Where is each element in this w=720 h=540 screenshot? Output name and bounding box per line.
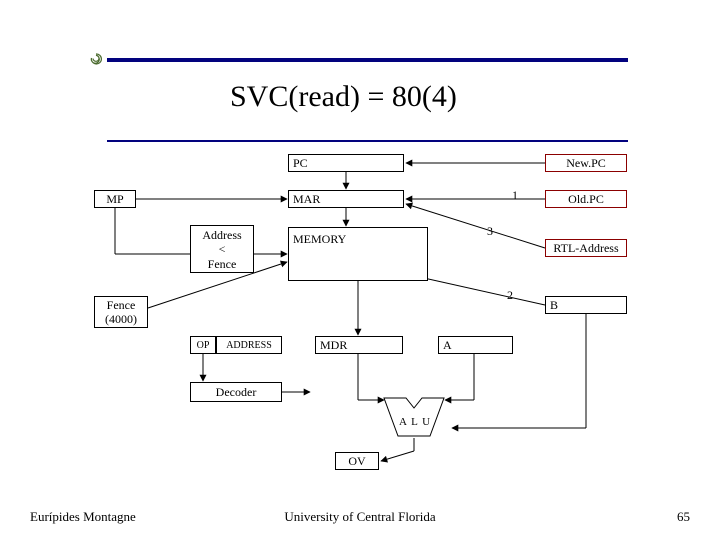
- page-number: 65: [677, 509, 690, 525]
- node-decoder-label: Decoder: [216, 385, 257, 400]
- node-mp-label: MP: [106, 192, 123, 207]
- node-ov-label: OV: [348, 454, 365, 469]
- node-fence4k-label: Fence (4000): [105, 298, 137, 327]
- footer-affil: University of Central Florida: [0, 509, 720, 525]
- node-mdr: MDR: [315, 336, 403, 354]
- node-rtladdr-label: RTL-Address: [553, 241, 618, 256]
- node-address: ADDRESS: [216, 336, 282, 354]
- edge-label-2: 2: [507, 288, 513, 303]
- node-newpc: New.PC: [545, 154, 627, 172]
- node-ov: OV: [335, 452, 379, 470]
- node-mdr-label: MDR: [320, 338, 347, 353]
- bar-top: [107, 58, 628, 62]
- node-b: B: [545, 296, 627, 314]
- edge-label-3: 3: [487, 224, 493, 239]
- node-b-label: B: [550, 298, 558, 313]
- node-memory-label: MEMORY: [293, 232, 346, 247]
- alu-label: A L U: [399, 416, 431, 428]
- bar-under-title: [107, 140, 628, 142]
- node-newpc-label: New.PC: [566, 156, 606, 171]
- node-mp: MP: [94, 190, 136, 208]
- node-pc: PC: [288, 154, 404, 172]
- node-op-label: OP: [197, 340, 210, 351]
- node-mar-label: MAR: [293, 192, 320, 207]
- node-decoder: Decoder: [190, 382, 282, 402]
- node-mar: MAR: [288, 190, 404, 208]
- page-title: SVC(read) = 80(4): [230, 80, 457, 114]
- node-rtl-address: RTL-Address: [545, 239, 627, 257]
- node-address-lt-fence: Address < Fence: [190, 225, 254, 273]
- node-a: A: [438, 336, 513, 354]
- node-oldpc: Old.PC: [545, 190, 627, 208]
- edge-label-1: 1: [512, 188, 518, 203]
- node-op: OP: [190, 336, 216, 354]
- node-a-label: A: [443, 338, 452, 353]
- node-oldpc-label: Old.PC: [568, 192, 604, 207]
- node-memory: MEMORY: [288, 227, 428, 281]
- node-afence-label: Address < Fence: [202, 228, 241, 271]
- node-address-label: ADDRESS: [226, 340, 272, 351]
- bullet-icon: [90, 52, 102, 64]
- node-pc-label: PC: [293, 156, 308, 171]
- node-fence-4000: Fence (4000): [94, 296, 148, 328]
